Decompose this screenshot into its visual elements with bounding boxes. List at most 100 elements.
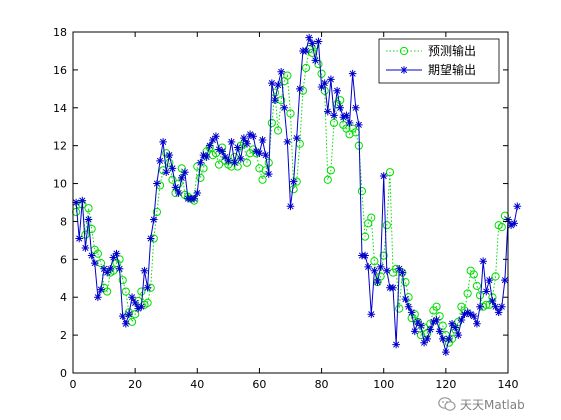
data-point-expected [94, 293, 102, 302]
data-point-expected [302, 47, 310, 55]
data-point-expected [473, 319, 481, 328]
data-point-expected [128, 293, 136, 302]
data-point-expected [109, 253, 118, 262]
legend-label-predicted: 预测输出 [428, 43, 476, 58]
x-tick-label: 140 [498, 378, 519, 391]
data-point-expected [171, 183, 180, 192]
data-point-predicted [214, 160, 224, 169]
data-point-expected [87, 251, 96, 260]
data-point-expected [190, 194, 198, 203]
data-point-expected [72, 198, 80, 207]
y-tick-label: 12 [53, 140, 67, 153]
data-point-expected [268, 79, 276, 87]
data-point-expected [501, 276, 509, 284]
data-point-expected [122, 319, 130, 328]
data-point-expected [140, 266, 149, 275]
data-point-predicted [376, 272, 385, 281]
data-point-expected [351, 103, 360, 112]
data-point-expected [364, 263, 372, 271]
data-point-expected [221, 153, 230, 161]
data-point-expected [513, 202, 522, 211]
data-point-predicted [255, 164, 264, 173]
y-tick-label: 6 [60, 253, 67, 266]
data-point-expected [143, 283, 152, 292]
data-point-expected [460, 310, 469, 319]
data-point-expected [448, 319, 456, 328]
data-point-expected [410, 327, 419, 336]
data-point-expected [252, 147, 261, 156]
series-layer [72, 33, 522, 356]
data-point-expected [162, 168, 171, 176]
data-point-expected [330, 111, 338, 120]
data-point-expected [261, 151, 270, 159]
data-point-expected [202, 153, 211, 161]
data-point-expected [497, 302, 506, 311]
data-point-expected [463, 308, 472, 317]
data-point-expected [466, 310, 475, 319]
y-tick-label: 0 [60, 367, 67, 380]
data-point-predicted [258, 175, 267, 184]
data-point-expected [379, 172, 388, 180]
data-point-expected [112, 249, 121, 258]
data-point-expected [442, 348, 450, 356]
data-point-expected [311, 56, 320, 65]
data-point-expected [323, 107, 332, 116]
y-tick-label: 8 [60, 215, 67, 228]
data-point-predicted [497, 223, 506, 232]
data-point-expected [417, 321, 425, 330]
data-point-predicted [463, 289, 472, 298]
data-point-expected [196, 158, 205, 167]
data-point-expected [209, 136, 217, 144]
wechat-icon [438, 397, 456, 411]
data-point-expected [292, 134, 301, 142]
y-tick-label: 10 [53, 178, 67, 191]
data-point-expected [84, 215, 93, 224]
data-point-expected [233, 143, 242, 152]
data-point-expected [168, 164, 177, 173]
legend-marker-expected [400, 66, 408, 74]
data-point-expected [271, 96, 279, 104]
data-point-predicted [93, 249, 102, 258]
data-point-expected [308, 39, 317, 48]
data-point-expected [149, 215, 158, 224]
data-point-expected [336, 103, 345, 112]
data-point-predicted [329, 118, 339, 128]
x-tick-label: 100 [373, 378, 394, 391]
y-tick-label: 16 [53, 64, 67, 77]
data-point-expected [230, 158, 239, 167]
legend-label-expected: 期望输出 [428, 62, 476, 77]
data-point-predicted [168, 175, 177, 184]
data-point-expected [146, 234, 155, 243]
data-point-expected [457, 316, 466, 324]
data-point-expected [215, 145, 223, 154]
data-point-predicted [401, 277, 410, 287]
data-point-predicted [370, 257, 379, 266]
data-point-expected [426, 325, 435, 334]
data-point-predicted [242, 158, 252, 167]
data-point-expected [389, 283, 397, 292]
data-point-expected [494, 308, 503, 317]
ticks-layer: 0 20 40 60 80 100 120 140 0 2 4 6 8 10 12 14 16 18 [53, 26, 519, 391]
data-point-predicted [438, 321, 447, 330]
data-point-expected [395, 265, 404, 273]
data-point-expected [100, 265, 108, 273]
data-point-expected [451, 323, 459, 332]
data-point-predicted [482, 300, 491, 309]
data-point-predicted [367, 213, 376, 222]
data-point-expected [367, 310, 376, 319]
y-tick-label: 14 [53, 102, 67, 115]
legend-box [378, 38, 500, 84]
data-point-expected [246, 130, 254, 139]
data-point-predicted [491, 272, 500, 281]
data-point-predicted [336, 96, 345, 105]
data-point-expected [491, 302, 500, 311]
x-tick-label: 120 [435, 378, 456, 391]
data-point-expected [482, 287, 491, 296]
series-expected [72, 33, 522, 356]
data-point-expected [236, 155, 245, 163]
data-point-predicted [152, 207, 161, 217]
y-tick-label: 2 [60, 329, 67, 342]
data-point-expected [283, 138, 292, 146]
data-point-expected [355, 121, 363, 129]
